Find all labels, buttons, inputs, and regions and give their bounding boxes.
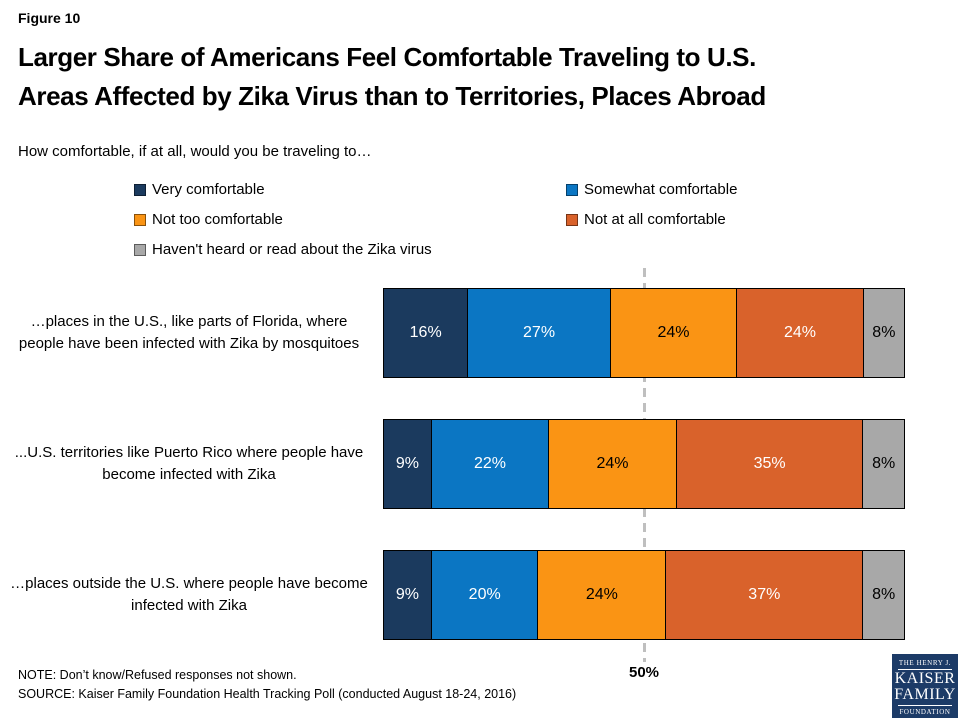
- row-label: …places in the U.S., like parts of Flori…: [18, 313, 360, 352]
- chart-row: …places in the U.S., like parts of Flori…: [0, 288, 960, 378]
- reference-line-label: 50%: [628, 664, 660, 681]
- segment-value-label: 24%: [784, 324, 817, 341]
- legend-label: Somewhat comfortable: [584, 181, 738, 198]
- logo-line-kaiser: KAISER: [894, 670, 956, 687]
- bar-segment: 24%: [548, 419, 676, 509]
- segment-value-label: 35%: [753, 455, 786, 472]
- segment-value-label: 22%: [474, 455, 507, 472]
- segment-value-label: 24%: [596, 455, 629, 472]
- bar-segment: 8%: [862, 550, 905, 640]
- bar-segment: 16%: [383, 288, 468, 378]
- bar-segment: 20%: [430, 550, 538, 640]
- chart-subtitle: How comfortable, if at all, would you be…: [18, 143, 372, 160]
- bar: 9% 22% 24% 35% 8%: [383, 419, 905, 509]
- row-label: ...U.S. territories like Puerto Rico whe…: [14, 444, 364, 483]
- legend: Very comfortable Somewhat comfortable Not …: [134, 180, 874, 259]
- segment-value-label: 24%: [585, 586, 618, 603]
- legend-label: Haven't heard or read about the Zika vir…: [152, 241, 432, 258]
- bar-segment: 8%: [862, 419, 905, 509]
- legend-swatch: [134, 243, 146, 256]
- legend-swatch: [134, 213, 146, 226]
- kaiser-family-foundation-logo: THE HENRY J. KAISER FAMILY FOUNDATION: [892, 654, 958, 718]
- segment-value-label: 9%: [395, 586, 420, 603]
- chart-row: ...U.S. territories like Puerto Rico whe…: [0, 419, 960, 509]
- legend-label: Not too comfortable: [152, 211, 283, 228]
- footnotes: NOTE: Don’t know/Refused responses not s…: [18, 666, 516, 704]
- bar-segment: 24%: [609, 288, 737, 378]
- chart-title-line1: Larger Share of Americans Feel Comfortab…: [18, 42, 756, 72]
- segment-value-label: 8%: [872, 324, 896, 341]
- logo-line-foundation: FOUNDATION: [898, 705, 952, 716]
- bar-segment: 24%: [736, 288, 863, 378]
- segment-value-label: 8%: [872, 586, 896, 603]
- source-text: SOURCE: Kaiser Family Foundation Health …: [18, 687, 517, 701]
- row-label: …places outside the U.S. where people ha…: [10, 575, 368, 614]
- bar-segment: 27%: [467, 288, 610, 378]
- legend-label: Very comfortable: [152, 181, 265, 198]
- note-text: NOTE: Don’t know/Refused responses not s…: [18, 668, 297, 682]
- segment-value-label: 16%: [409, 324, 442, 341]
- bar-segment: 37%: [665, 550, 863, 640]
- bar: 16% 27% 24% 24% 8%: [383, 288, 905, 378]
- bar-segment: 9%: [383, 419, 431, 509]
- segment-value-label: 8%: [872, 455, 896, 472]
- legend-item: Not too comfortable: [134, 210, 566, 229]
- bar-segment: 8%: [862, 288, 905, 378]
- legend-swatch: [566, 213, 578, 226]
- legend-item: Very comfortable: [134, 180, 566, 199]
- segment-value-label: 37%: [748, 586, 781, 603]
- segment-value-label: 27%: [523, 324, 556, 341]
- chart-title: Larger Share of Americans Feel Comfortab…: [18, 38, 948, 116]
- legend-swatch: [134, 183, 146, 196]
- legend-item: Haven't heard or read about the Zika vir…: [134, 240, 566, 259]
- legend-item: Somewhat comfortable: [566, 180, 874, 199]
- legend-label: Not at all comfortable: [584, 211, 726, 228]
- logo-line-family: FAMILY: [894, 686, 956, 703]
- legend-swatch: [566, 183, 578, 196]
- chart-row: …places outside the U.S. where people ha…: [0, 550, 960, 640]
- figure-label: Figure 10: [18, 10, 81, 26]
- chart-title-line2: Areas Affected by Zika Virus than to Ter…: [18, 81, 766, 111]
- segment-value-label: 20%: [468, 586, 501, 603]
- bar-segment: 24%: [537, 550, 666, 640]
- bar-segment: 22%: [430, 419, 549, 509]
- bar-segment: 35%: [675, 419, 863, 509]
- bar-segment: 9%: [383, 550, 431, 640]
- stacked-bar-chart: …places in the U.S., like parts of Flori…: [0, 268, 960, 688]
- legend-item: Not at all comfortable: [566, 210, 874, 229]
- bar: 9% 20% 24% 37% 8%: [383, 550, 905, 640]
- segment-value-label: 24%: [657, 324, 690, 341]
- logo-line-the-henry-j: THE HENRY J.: [898, 659, 952, 670]
- segment-value-label: 9%: [395, 455, 420, 472]
